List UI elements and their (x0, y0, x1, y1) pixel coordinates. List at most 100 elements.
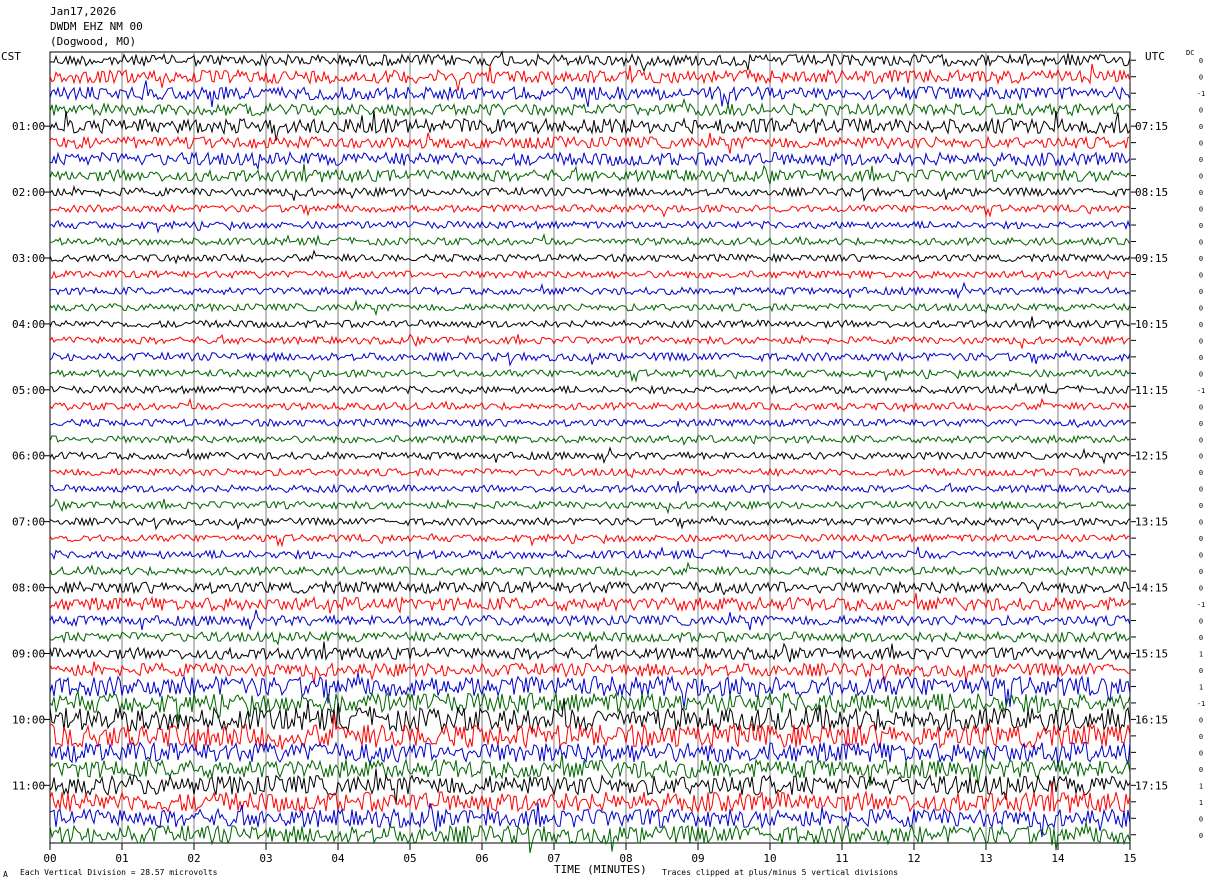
trace-line (49, 397, 1131, 413)
right-hour-label: 15:15 (1135, 647, 1168, 660)
left-hour-label: 11:00 (12, 779, 45, 792)
corner-mark: A (3, 870, 8, 879)
trace-line (49, 185, 1131, 203)
x-tick-label: 00 (43, 852, 56, 865)
trace-line (49, 749, 1131, 787)
left-hour-label: 07:00 (12, 516, 45, 529)
right-hour-label: 14:15 (1135, 582, 1168, 595)
right-hour-label: 07:15 (1135, 120, 1168, 133)
trace-line (49, 382, 1131, 395)
trace-line (49, 498, 1131, 515)
trace-line (49, 281, 1131, 300)
left-hour-label: 03:00 (12, 252, 45, 265)
trace-line (49, 219, 1131, 234)
dc-offset-label: 0 (1199, 733, 1203, 741)
right-hour-label: 17:15 (1135, 779, 1168, 792)
dc-offset-label: 0 (1199, 749, 1203, 757)
trace-line (49, 713, 1131, 752)
dc-offset-label: 0 (1199, 123, 1203, 131)
dc-offset-label: 0 (1199, 585, 1203, 593)
dc-offset-label: 0 (1199, 436, 1203, 444)
dc-offset-label: 0 (1199, 140, 1203, 148)
trace-line (49, 481, 1131, 495)
dc-offset-label: -1 (1197, 700, 1205, 708)
dc-offset-label: 0 (1199, 370, 1203, 378)
trace-line (49, 802, 1131, 838)
trace-line (49, 269, 1131, 282)
dc-offset-label: 0 (1199, 815, 1203, 823)
x-tick-label: 10 (763, 852, 776, 865)
trace-line (49, 592, 1131, 614)
right-hour-label: 12:15 (1135, 450, 1168, 463)
left-hour-label: 08:00 (12, 582, 45, 595)
trace-line (49, 151, 1131, 171)
dc-offset-label: -1 (1197, 387, 1205, 395)
dc-offset-label: 0 (1199, 222, 1203, 230)
x-tick-label: 12 (907, 852, 920, 865)
dc-offset-label: 0 (1199, 304, 1203, 312)
dc-offset-label: -1 (1197, 601, 1205, 609)
dc-offset-label: 0 (1199, 156, 1203, 164)
trace-line (50, 417, 1131, 429)
dc-offset-label: 0 (1199, 239, 1203, 247)
trace-line (49, 672, 1131, 708)
dc-offset-label: 0 (1199, 107, 1203, 115)
trace-line (49, 333, 1131, 350)
dc-offset-label: 0 (1199, 189, 1203, 197)
dc-offset-label: 0 (1199, 173, 1203, 181)
right-hour-label: 09:15 (1135, 252, 1168, 265)
trace-line (49, 533, 1131, 548)
trace-line (49, 515, 1131, 531)
dc-offset-label: 0 (1199, 255, 1203, 263)
dc-offset-label: 0 (1199, 57, 1203, 65)
left-hour-label: 02:00 (12, 186, 45, 199)
trace-line (49, 316, 1131, 330)
left-timezone-label: CST (1, 50, 21, 63)
dc-offset-label: 1 (1199, 799, 1203, 807)
trace-line (49, 609, 1131, 631)
dc-offset-label: 0 (1199, 288, 1203, 296)
trace-line (49, 579, 1131, 596)
x-tick-label: 09 (691, 852, 704, 865)
trace-line (49, 689, 1131, 722)
x-axis-label: TIME (MINUTES) (554, 863, 647, 876)
left-hour-label: 04:00 (12, 318, 45, 331)
trace-line (49, 63, 1131, 91)
trace-line (49, 232, 1131, 247)
trace-line (49, 132, 1131, 154)
x-tick-label: 15 (1123, 852, 1136, 865)
trace-line (49, 661, 1130, 684)
trace-line (49, 781, 1131, 814)
dc-offset-label: 0 (1199, 337, 1203, 345)
dc-offset-label: 0 (1199, 74, 1203, 82)
trace-line (49, 630, 1131, 646)
chart-date: Jan17,2026 (50, 5, 117, 18)
right-hour-label: 11:15 (1135, 384, 1168, 397)
x-tick-label: 01 (115, 852, 128, 865)
dc-offset-label: 0 (1199, 832, 1203, 840)
right-hour-label: 13:15 (1135, 516, 1168, 529)
dc-offset-label: 0 (1199, 321, 1203, 329)
trace-line (49, 50, 1131, 73)
trace-line (49, 546, 1131, 561)
dc-offset-label: 0 (1199, 453, 1203, 461)
trace-line (49, 434, 1131, 446)
trace-line (49, 97, 1131, 118)
dc-offset-label: 0 (1199, 552, 1203, 560)
station-code: DWDM EHZ NM 00 (50, 20, 143, 33)
trace-line (49, 202, 1131, 219)
trace-line (49, 349, 1131, 367)
x-tick-label: 07 (547, 852, 560, 865)
trace-line (49, 741, 1131, 767)
dc-offset-label: 0 (1199, 354, 1203, 362)
trace-line (49, 822, 1131, 854)
dc-offset-header: DC (1186, 49, 1195, 57)
x-tick-label: 14 (1051, 852, 1065, 865)
x-tick-label: 06 (475, 852, 488, 865)
dc-offset-label: 0 (1199, 535, 1203, 543)
dc-offset-label: 1 (1199, 683, 1203, 691)
trace-line (49, 80, 1131, 108)
trace-line (49, 368, 1131, 383)
trace-line (49, 768, 1131, 805)
